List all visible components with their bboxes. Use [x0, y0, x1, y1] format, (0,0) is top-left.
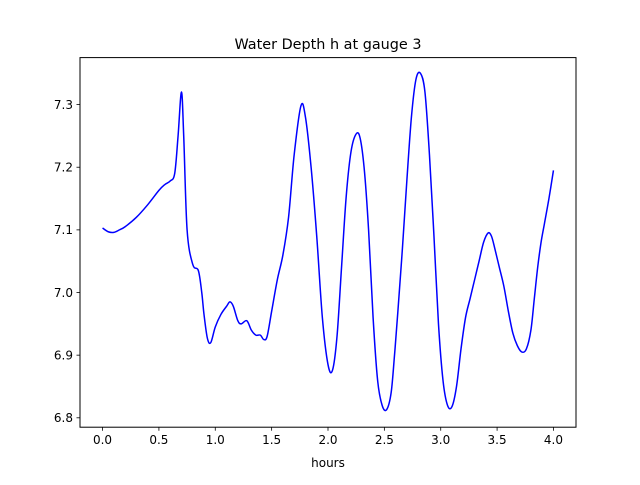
y-tick-label: 6.8 [54, 411, 73, 425]
x-tick-label: 3.5 [488, 433, 507, 447]
y-tick-label: 6.9 [54, 348, 73, 362]
x-axis-ticks: 0.0 0.5 1.0 1.5 2.0 2.5 3.0 3.5 4.0 [93, 427, 563, 447]
y-axis-ticks: 6.8 6.9 7.0 7.1 7.2 7.3 [54, 98, 80, 425]
y-tick-label: 7.3 [54, 98, 73, 112]
x-axis-label: hours [311, 456, 345, 470]
x-tick-label: 4.0 [544, 433, 563, 447]
x-tick-label: 0.5 [149, 433, 168, 447]
chart-title: Water Depth h at gauge 3 [234, 37, 421, 53]
y-tick-label: 7.1 [54, 223, 73, 237]
x-tick-label: 1.0 [206, 433, 225, 447]
plot-layer [102, 71, 555, 412]
x-tick-label: 1.5 [262, 433, 281, 447]
x-tick-label: 0.0 [93, 433, 112, 447]
y-tick-label: 7.0 [54, 286, 73, 300]
x-tick-label: 2.0 [318, 433, 337, 447]
x-tick-label: 2.5 [375, 433, 394, 447]
x-tick-label: 3.0 [431, 433, 450, 447]
y-tick-label: 7.2 [54, 161, 73, 175]
series-line-0 [102, 71, 555, 412]
